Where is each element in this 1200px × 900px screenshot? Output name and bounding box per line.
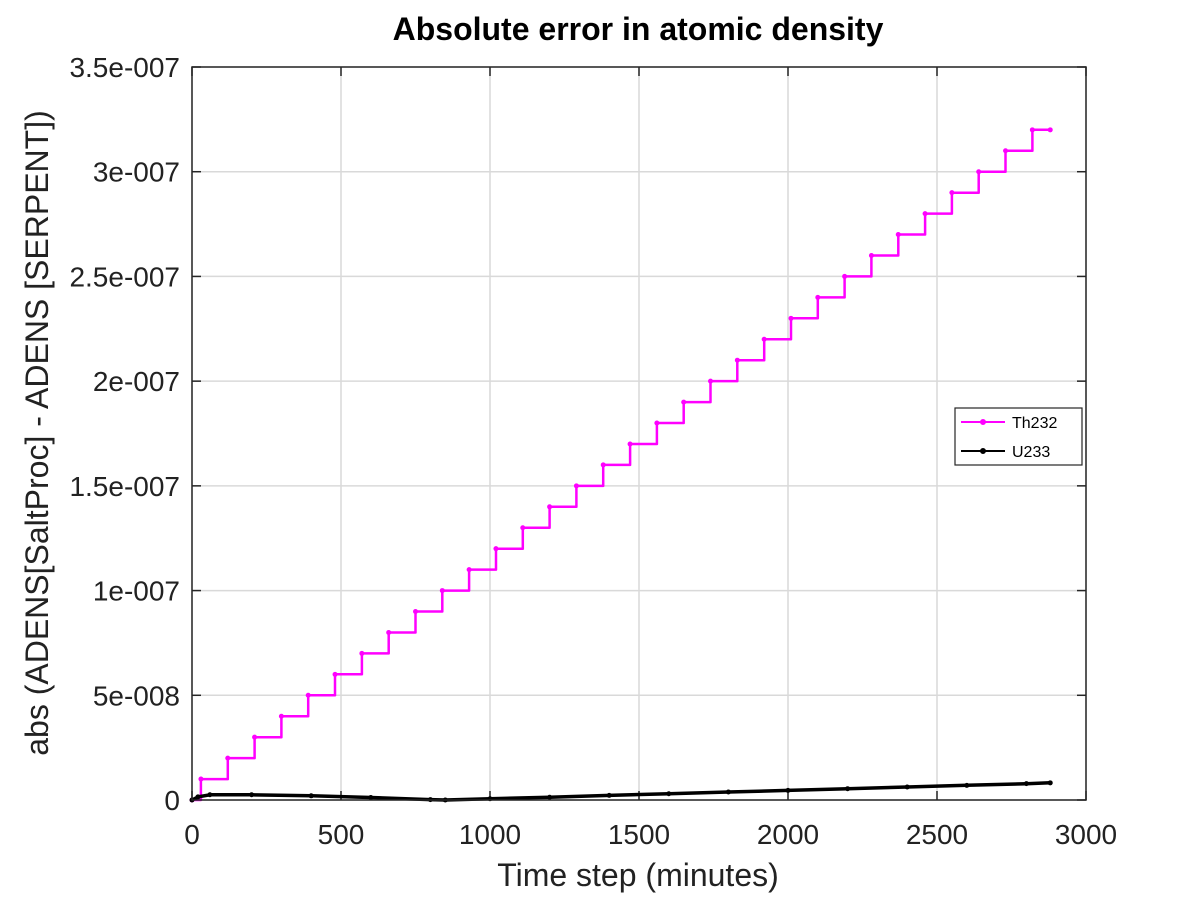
data-point-th232 (681, 399, 687, 405)
y-tick-labels: 0 5e-008 1e-007 1.5e-007 2e-007 2.5e-007 3e-00… (69, 52, 180, 816)
x-tick-label: 0 (184, 819, 200, 850)
grid (191, 66, 1087, 801)
data-point-u233 (195, 794, 201, 800)
x-tick-label: 500 (318, 819, 365, 850)
x-tick-label: 2500 (906, 819, 968, 850)
data-point-th232 (708, 378, 714, 384)
data-point-u233 (249, 792, 255, 798)
data-point-u233 (666, 791, 672, 797)
data-point-th232 (547, 504, 553, 510)
data-point-th232 (332, 671, 338, 677)
axes-frame (191, 66, 1087, 801)
legend-box (954, 407, 1083, 466)
legend-label-th232: Th232 (1012, 415, 1057, 432)
data-point-th232 (493, 546, 499, 552)
legend-label-u233: U233 (1012, 444, 1050, 461)
data-point-u233 (1047, 780, 1053, 786)
data-point-th232 (1047, 127, 1053, 133)
data-point-u233 (308, 793, 314, 799)
data-point-th232 (842, 273, 848, 279)
data-point-th232 (1029, 127, 1035, 133)
x-tick-label: 1500 (608, 819, 670, 850)
data-point-th232 (413, 609, 418, 615)
x-tick-labels: 0 500 1000 1500 2000 2500 3000 (184, 819, 1117, 850)
data-point-th232 (788, 315, 794, 321)
y-tick-label: 0 (164, 785, 180, 816)
data-point-th232 (976, 169, 982, 175)
y-tick-label: 2e-007 (93, 366, 180, 397)
x-tick-label: 3000 (1055, 819, 1117, 850)
data-point-th232 (466, 567, 472, 573)
data-point-u233 (725, 789, 731, 795)
data-point-th232 (1003, 148, 1009, 154)
data-point-u233 (368, 794, 374, 800)
data-point-th232 (305, 692, 311, 698)
data-point-u233 (785, 787, 791, 793)
data-point-u233 (904, 784, 910, 790)
data-point-th232 (359, 650, 365, 656)
y-axis-label: abs (ADENS[SaltProc] - ADENS [SERPENT]) (19, 110, 55, 756)
x-tick-label: 2000 (757, 819, 819, 850)
legend-marker-th232 (980, 419, 986, 425)
data-point-th232 (761, 336, 767, 342)
data-point-th232 (573, 483, 579, 489)
data-point-u233 (547, 794, 553, 800)
legend: Th232 U233 (954, 407, 1083, 466)
y-tick-label: 1.5e-007 (69, 471, 180, 502)
legend-marker-u233 (980, 448, 986, 454)
y-tick-label: 5e-008 (93, 680, 180, 711)
x-axis-label: Time step (minutes) (497, 857, 779, 893)
data-point-th232 (922, 211, 928, 217)
series-line-th232 (192, 128, 1051, 802)
x-tick-label: 1000 (459, 819, 521, 850)
y-tick-label: 1e-007 (93, 576, 180, 607)
chart-title: Absolute error in atomic density (393, 11, 884, 47)
y-tick-label: 2.5e-007 (69, 261, 180, 292)
data-point-u233 (964, 782, 970, 788)
data-point-u233 (1023, 781, 1029, 787)
data-point-th232 (868, 252, 874, 258)
data-point-th232 (278, 713, 284, 719)
y-tick-label: 3e-007 (93, 157, 180, 188)
data-point-u233 (606, 792, 612, 798)
data-point-th232 (198, 776, 204, 782)
plot-area (189, 127, 1053, 803)
data-point-u233 (845, 786, 851, 792)
data-point-th232 (895, 232, 901, 238)
data-point-th232 (949, 190, 955, 196)
series-line-u233 (191, 781, 1051, 802)
y-tick-label: 3.5e-007 (69, 52, 180, 83)
data-point-th232 (439, 588, 445, 594)
data-point-th232 (386, 629, 392, 635)
data-point-th232 (520, 525, 526, 531)
data-point-th232 (225, 755, 231, 761)
data-point-th232 (734, 357, 740, 363)
data-point-th232 (627, 441, 633, 447)
data-point-th232 (600, 462, 606, 468)
data-point-u233 (207, 792, 213, 798)
data-point-th232 (815, 294, 821, 300)
data-point-th232 (252, 734, 258, 740)
data-point-th232 (654, 420, 660, 426)
